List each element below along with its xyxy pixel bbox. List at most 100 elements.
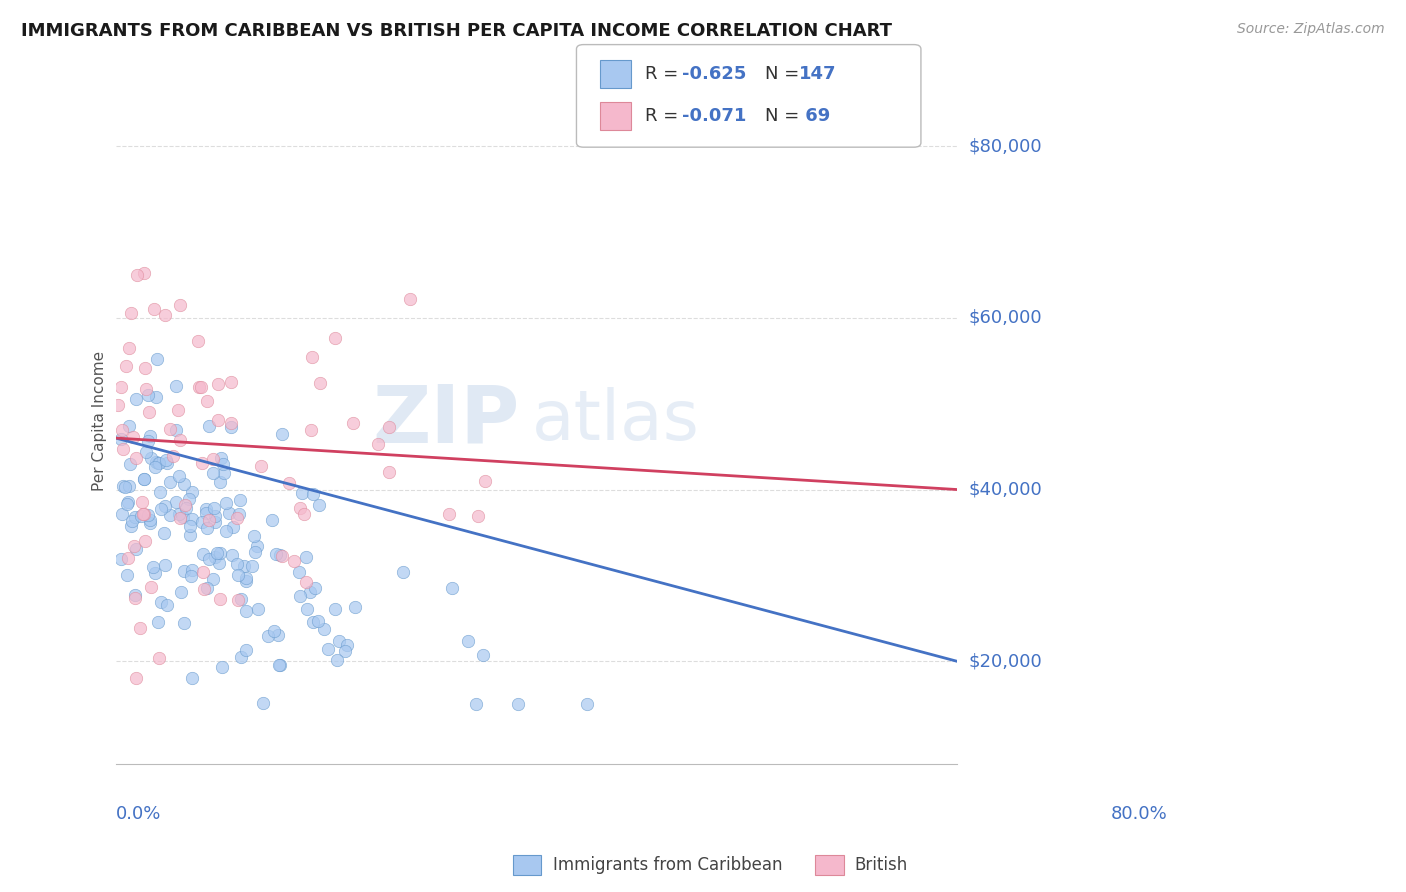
Point bbox=[129, 621, 152, 635]
Point bbox=[399, 293, 422, 307]
Point bbox=[131, 495, 153, 509]
Point bbox=[221, 416, 243, 430]
Point bbox=[191, 516, 214, 530]
Point bbox=[333, 644, 356, 658]
Point bbox=[226, 511, 249, 525]
Point bbox=[180, 569, 202, 583]
Point bbox=[264, 547, 287, 561]
Point bbox=[145, 455, 167, 469]
Text: 147: 147 bbox=[799, 65, 837, 83]
Y-axis label: Per Capita Income: Per Capita Income bbox=[93, 351, 107, 491]
Point bbox=[204, 508, 226, 523]
Point bbox=[169, 433, 191, 447]
Point bbox=[110, 432, 132, 446]
Point bbox=[299, 423, 322, 437]
Point bbox=[124, 671, 146, 685]
Text: 69: 69 bbox=[799, 107, 830, 125]
Point bbox=[246, 539, 269, 553]
Point bbox=[110, 380, 132, 394]
Point bbox=[301, 487, 323, 501]
Point bbox=[195, 521, 218, 535]
Point bbox=[132, 507, 155, 521]
Point bbox=[124, 450, 146, 465]
Point bbox=[235, 642, 257, 657]
Point bbox=[127, 268, 149, 283]
Point bbox=[111, 423, 134, 437]
Text: N =: N = bbox=[765, 65, 804, 83]
Point bbox=[135, 383, 157, 397]
Text: N =: N = bbox=[765, 107, 804, 125]
Point bbox=[295, 550, 318, 565]
Point bbox=[209, 546, 232, 560]
Point bbox=[173, 615, 195, 630]
Point bbox=[323, 331, 346, 345]
Point bbox=[267, 658, 290, 673]
Point bbox=[117, 550, 139, 565]
Point bbox=[283, 554, 305, 568]
Point bbox=[134, 472, 156, 486]
Point bbox=[118, 479, 141, 493]
Point bbox=[142, 560, 165, 574]
Point bbox=[277, 475, 299, 490]
Point bbox=[221, 375, 243, 389]
Point bbox=[153, 526, 176, 541]
Point bbox=[506, 697, 529, 711]
Point bbox=[235, 574, 257, 588]
Point bbox=[201, 466, 224, 480]
Point bbox=[233, 558, 256, 573]
Point bbox=[120, 306, 142, 320]
Point bbox=[191, 456, 214, 470]
Point bbox=[146, 456, 169, 470]
Point bbox=[149, 485, 172, 500]
Point bbox=[135, 445, 157, 459]
Point bbox=[291, 486, 314, 500]
Point bbox=[139, 450, 162, 465]
Point bbox=[172, 509, 194, 524]
Point bbox=[197, 419, 219, 434]
Point bbox=[472, 648, 495, 662]
Point bbox=[207, 412, 229, 426]
Point bbox=[132, 266, 155, 280]
Text: $20,000: $20,000 bbox=[967, 652, 1042, 670]
Point bbox=[111, 507, 134, 521]
Point bbox=[252, 696, 274, 710]
Point bbox=[222, 520, 245, 534]
Point bbox=[250, 458, 273, 473]
Point bbox=[125, 392, 148, 406]
Point bbox=[467, 509, 489, 524]
Point bbox=[148, 456, 170, 470]
Point bbox=[148, 651, 170, 665]
Point bbox=[271, 549, 294, 563]
Point bbox=[145, 390, 167, 404]
Point bbox=[134, 360, 156, 375]
Point bbox=[343, 599, 366, 614]
Point bbox=[146, 615, 169, 629]
Point bbox=[181, 484, 204, 499]
Point bbox=[181, 671, 204, 685]
Text: -0.625: -0.625 bbox=[682, 65, 747, 83]
Point bbox=[215, 524, 238, 539]
Text: Source: ZipAtlas.com: Source: ZipAtlas.com bbox=[1237, 22, 1385, 37]
Point bbox=[118, 341, 141, 355]
Text: British: British bbox=[855, 856, 908, 874]
Point bbox=[290, 501, 312, 516]
Point bbox=[209, 450, 232, 465]
Point bbox=[208, 475, 231, 489]
Point bbox=[288, 589, 311, 603]
Point bbox=[211, 457, 233, 471]
Point bbox=[218, 506, 240, 520]
Point bbox=[173, 565, 195, 579]
Point bbox=[155, 453, 177, 467]
Point bbox=[231, 650, 253, 665]
Point bbox=[367, 436, 389, 450]
Point bbox=[307, 615, 329, 629]
Point bbox=[198, 552, 221, 566]
Point bbox=[247, 602, 270, 616]
Point bbox=[190, 380, 212, 394]
Point bbox=[316, 642, 339, 657]
Point bbox=[457, 633, 479, 648]
Point bbox=[136, 508, 159, 523]
Point bbox=[174, 499, 197, 513]
Point bbox=[112, 479, 135, 493]
Point bbox=[202, 501, 225, 516]
